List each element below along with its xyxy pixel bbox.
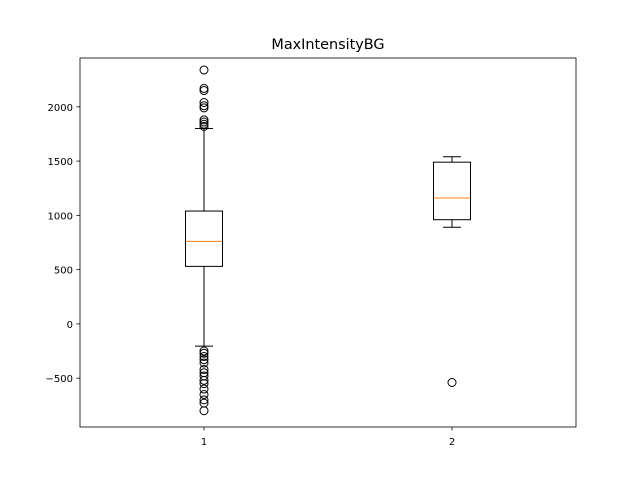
- outlier-point: [447, 378, 457, 388]
- outlier-point: [199, 351, 209, 361]
- outlier-point: [199, 406, 209, 416]
- y-tick-label: 2000: [48, 103, 73, 114]
- y-tick-label: 500: [54, 266, 73, 277]
- outlier-point: [199, 384, 209, 394]
- outlier-point: [199, 364, 209, 374]
- outlier-point: [199, 358, 209, 368]
- y-tick-label: −500: [46, 374, 73, 385]
- box-body: [185, 210, 223, 267]
- chart-title: MaxIntensityBG: [271, 37, 384, 53]
- outlier-point: [199, 348, 209, 358]
- outlier-point: [199, 389, 209, 399]
- box-body: [433, 161, 471, 221]
- outlier-point: [199, 115, 209, 125]
- axes-frame: [79, 57, 577, 428]
- outlier-point: [199, 83, 209, 93]
- outlier-point: [199, 375, 209, 385]
- outlier-point: [199, 86, 209, 96]
- x-tick-label: 1: [201, 437, 207, 448]
- y-tick-label: 1000: [48, 211, 73, 222]
- outlier-point: [199, 121, 209, 131]
- x-tick-label: 2: [449, 437, 455, 448]
- y-tick-label: 0: [67, 320, 73, 331]
- outlier-point: [199, 101, 209, 111]
- outlier-point: [199, 117, 209, 127]
- plot-area: −500 0 500 1000 1500 2000 1 2: [46, 57, 577, 448]
- outlier-point: [199, 379, 209, 389]
- outlier-point: [199, 355, 209, 365]
- outlier-point: [199, 65, 209, 75]
- outlier-point: [199, 119, 209, 129]
- y-tick-label: 1500: [48, 157, 73, 168]
- outlier-point: [199, 346, 209, 356]
- outlier-point: [199, 103, 209, 113]
- outlier-point: [199, 97, 209, 107]
- outlier-point: [199, 395, 209, 405]
